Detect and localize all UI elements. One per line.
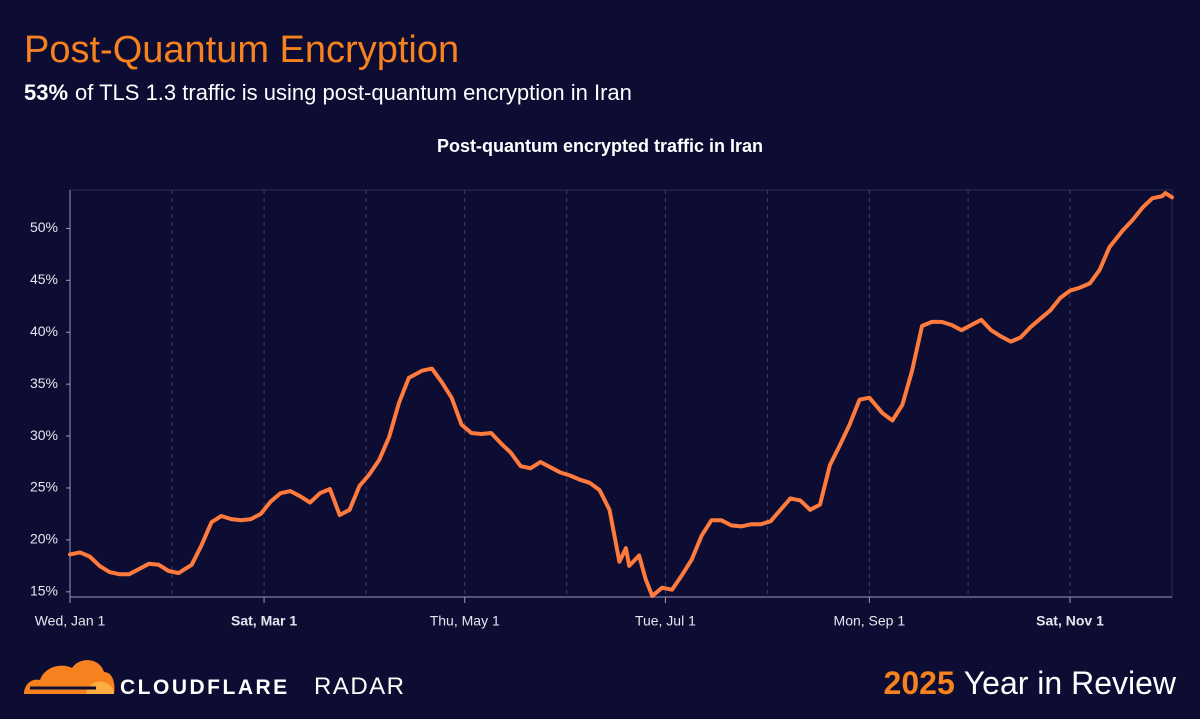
subtitle: 53% of TLS 1.3 traffic is using post-quan… [24,80,632,105]
y-tick-label: 20% [30,531,58,547]
x-tick-label: Sat, Mar 1 [231,613,297,629]
y-tick-label: 45% [30,271,58,287]
y-tick-label: 40% [30,323,58,339]
brand: CLOUDFLARE [120,676,290,699]
x-tick-label: Thu, May 1 [430,613,500,629]
footer: 2025 Year in Review [884,665,1177,701]
x-tick-label: Wed, Jan 1 [35,613,106,629]
x-tick-label: Tue, Jul 1 [635,613,696,629]
subtitle-text: of TLS 1.3 traffic is using post-quantum… [75,80,632,105]
product: RADAR [314,673,406,700]
line [68,191,1174,598]
x-tick-label: Mon, Sep 1 [834,613,906,629]
y-tick-label: 25% [30,479,58,495]
chart-title: Post-quantum encrypted traffic in Iran [437,136,763,156]
y-tick-label: 15% [30,583,58,599]
y-tick-label: 50% [30,219,58,235]
footer-text: Year in Review [964,665,1177,701]
footer-year: 2025 [884,665,955,701]
logo [24,660,115,694]
y-tick-label: 35% [30,375,58,391]
subtitle-highlight: 53% [24,80,68,105]
y-tick-label: 30% [30,427,58,443]
header-title: Post-Quantum Encryption [24,29,459,71]
x-tick-label: Sat, Nov 1 [1036,613,1104,629]
